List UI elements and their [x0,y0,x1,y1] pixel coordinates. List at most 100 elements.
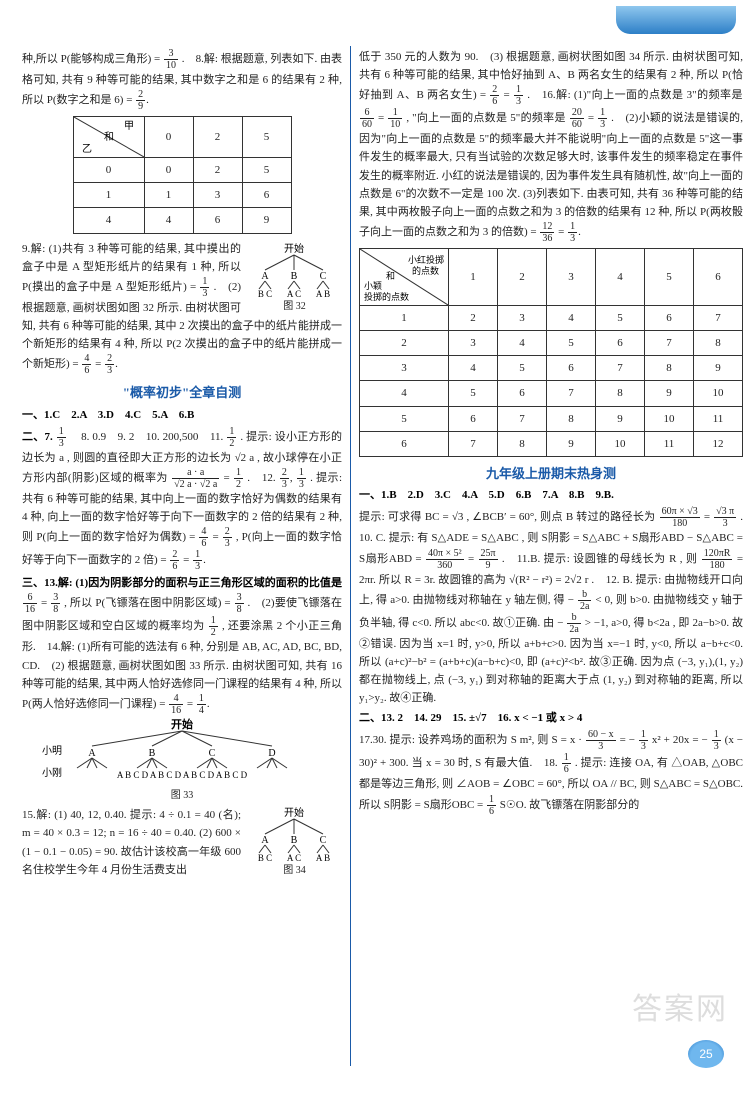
svg-text:B: B [291,835,298,846]
t: . (2)小颖的说法是错误的, 因为"向上一面的点数是 5"的频率最大并不能说明… [359,112,743,238]
svg-text:和: 和 [386,271,395,281]
td: 2 [449,305,498,330]
td: 0 [144,158,193,183]
th: 2 [498,248,547,305]
svg-text:A B C D A B C D A B C D A B: A B C D A B C D A B C D A B C D [117,770,248,780]
fill-answers: 二、13. 2 14. 29 15. ±√7 16. x < −1 或 x > … [359,709,743,727]
para-r3: 17.30. 提示: 设养鸡场的面积为 S m², 则 S = x · 60 −… [359,729,743,816]
frac: 38 [51,592,60,615]
td: 9 [596,406,645,431]
frac: b2a [567,612,580,635]
t: 17.30. 提示: 设养鸡场的面积为 S m², 则 S = x · [359,734,585,746]
td: 7 [498,406,547,431]
para-r2: 提示: 可求得 BC = √3 , ∠BCB′ = 60°, 则点 B 转过的路… [359,506,743,707]
td: 11 [645,431,694,456]
td: 11 [694,406,743,431]
svg-text:的点数: 的点数 [412,265,439,276]
td: 8 [498,431,547,456]
td: 1 [73,183,144,208]
td: 6 [242,183,291,208]
frac: 23 [105,353,114,376]
frac: 120πR180 [702,548,733,571]
th: 2 [193,117,242,158]
td: 5 [360,406,449,431]
frac: 25π9 [479,548,498,571]
td: 4 [144,208,193,233]
header-banner [616,6,736,34]
td: 6 [193,208,242,233]
mc-answers: 一、1.B 2.D 3.C 4.A 5.D 6.B 7.A 8.B 9.B. [359,486,743,504]
td: 7 [645,331,694,356]
frac: 40π × 5²360 [426,548,464,571]
svg-text:投掷的点数: 投掷的点数 [364,291,409,302]
para-13-14: 三、13.解: (1)因为阴影部分的面积与正三角形区域的面积的比值是 616 =… [22,574,342,716]
t: 种,所以 P(能够构成三角形) = [22,53,163,65]
frac: 1236 [540,221,554,244]
td: 8 [596,381,645,406]
fig34: 开始 A B C B C A C A B 图 34 [247,804,342,880]
th: 5 [645,248,694,305]
td: 2 [360,331,449,356]
td: 6 [360,431,449,456]
svg-text:小红投掷: 小红投掷 [408,254,444,265]
caption: 图 32 [247,299,342,316]
th: 5 [242,117,291,158]
frac: 310 [164,48,178,71]
td: 1 [360,305,449,330]
svg-text:D: D [268,748,275,759]
td: 8 [694,331,743,356]
td: 9 [547,431,596,456]
frac: 616 [23,592,37,615]
td: 6 [449,406,498,431]
col-left: 种,所以 P(能够构成三角形) = 310 . 8.解: 根据题意, 列表如下.… [14,46,350,1066]
table-sum-2: 小红投掷 的点数 和 小颖 投掷的点数 123456 1234567 23456… [359,248,743,457]
t: 8. 0.9 9. 2 10. 200,500 11. [70,431,227,443]
td: 5 [498,356,547,381]
td: 5 [242,158,291,183]
diag-header: 甲 和 乙 [73,117,144,158]
frac: 16 [562,752,571,775]
t: = [224,472,233,484]
t: x² + 20x = − [652,734,711,746]
td: 10 [645,406,694,431]
th: 3 [547,248,596,305]
th: 1 [449,248,498,305]
frac: 416 [169,693,183,716]
mc-answers: 一、1.C 2.A 3.D 4.C 5.A 6.B [22,406,342,424]
svg-text:B: B [291,271,298,282]
frac: 16 [487,794,496,817]
section-heading: "概率初步"全章自测 [22,382,342,403]
td: 7 [596,356,645,381]
svg-text:A C: A C [287,853,301,861]
frac: 46 [199,526,208,549]
td: 10 [596,431,645,456]
frac: 46 [82,353,91,376]
frac: 12 [209,615,218,638]
frac: 13 [57,426,66,449]
td: 4 [73,208,144,233]
td: 8 [645,356,694,381]
col-right: 低于 350 元的人数为 90. (3) 根据题意, 画树状图如图 34 所示.… [351,46,750,1066]
td: 6 [547,356,596,381]
fig33-tree: 开始 小明 小刚 A B C D A B C D A B C D A B C D… [22,718,342,786]
frac: 12 [227,426,236,449]
diag-header: 小红投掷 的点数 和 小颖 投掷的点数 [360,248,449,305]
svg-text:A B: A B [316,289,330,297]
td: 5 [547,331,596,356]
td: 3 [498,305,547,330]
td: 7 [547,381,596,406]
svg-text:开始: 开始 [171,718,193,731]
frac: 23 [280,467,289,490]
td: 3 [360,356,449,381]
fill-answers: 二、7. 13 8. 0.9 9. 2 10. 200,500 11. 12 .… [22,426,342,572]
frac: b2a [578,589,591,612]
svg-text:A: A [88,748,96,759]
svg-text:开始: 开始 [284,242,304,255]
frac: 13 [193,549,202,572]
frac: √3 π3 [714,506,736,529]
svg-text:C: C [209,748,216,759]
frac: 23 [223,526,232,549]
frac: 13 [639,729,648,752]
td: 6 [596,331,645,356]
frac: 2060 [570,107,584,130]
